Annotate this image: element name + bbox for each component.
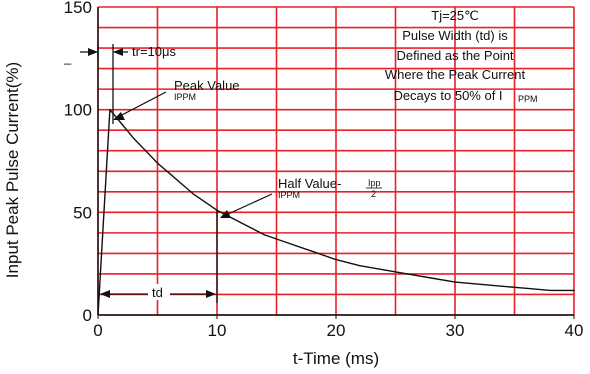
condition-line-4: Where the Peak Current: [385, 67, 526, 82]
half-frac-num: Ipp: [368, 178, 381, 188]
curve-point: [287, 242, 289, 244]
curve-point: [240, 222, 242, 224]
half-frac-den: 2: [371, 189, 376, 199]
half-arrow-head: [220, 210, 231, 218]
curve-point: [180, 182, 182, 185]
curve-layer: [97, 109, 575, 316]
half-arrow-line: [225, 193, 273, 216]
curve-point: [525, 287, 528, 289]
peak-label: Peak Value: [174, 78, 240, 93]
half-annotation: Half Value- IPPM Ipp 2: [220, 176, 382, 218]
axis-ticks: 0 10 20 30 40 0 50 100 150: [64, 0, 584, 340]
peak-annotation: Peak Value IPPM: [113, 78, 240, 120]
curve-point: [192, 193, 194, 195]
curve-point: [383, 269, 385, 271]
y-tick-label: 0: [83, 306, 92, 325]
peak-arrow-head: [113, 112, 125, 120]
td-annotation: td: [100, 210, 218, 303]
curve-point: [156, 162, 159, 164]
tr-dash: _: [63, 50, 72, 65]
peak-sub: IPPM: [174, 92, 196, 102]
td-label: td: [152, 285, 163, 300]
curve-point: [97, 314, 99, 316]
x-axis-label: t-Time (ms): [293, 349, 379, 368]
tr-arrow-head-left: [88, 48, 98, 56]
tr-label: tr=10μs: [132, 44, 176, 59]
condition-annotation: Tj=25℃ Pulse Width (td) is Defined as th…: [385, 8, 538, 104]
curve-point: [502, 285, 504, 287]
x-tick-label: 30: [446, 321, 465, 340]
curve-point: [573, 289, 575, 291]
curve-point: [145, 150, 147, 152]
curve-point: [335, 258, 337, 261]
y-tick-label: 50: [73, 203, 92, 222]
curve-point: [359, 265, 361, 267]
curve-point: [133, 137, 135, 140]
grid: [97, 6, 575, 316]
tr-annotation: tr=10μs _: [63, 44, 176, 124]
condition-line-2: Pulse Width (td) is: [402, 28, 508, 43]
condition-sub: PPM: [518, 94, 538, 104]
td-arrow-head-right: [206, 290, 216, 298]
x-tick-label: 0: [93, 321, 102, 340]
condition-line-5: Decays to 50% of I: [393, 88, 502, 103]
curve-point: [311, 250, 313, 252]
td-arrow-head-left: [100, 290, 110, 298]
tr-arrow-head-right: [113, 48, 123, 56]
x-tick-label: 20: [327, 321, 346, 340]
half-label: Half Value-: [278, 176, 341, 191]
peak-arrow-line: [117, 91, 167, 118]
td-label-bg: [148, 284, 170, 300]
curve-point: [264, 234, 266, 236]
y-tick-label: 150: [64, 0, 92, 17]
curve-point: [430, 277, 432, 279]
curve-point: [549, 289, 551, 291]
condition-line-3: Defined as the Point: [396, 48, 513, 63]
y-axis-label: Input Peak Pulse Current(%): [3, 62, 22, 278]
curve-point: [168, 172, 170, 174]
curve-point: [121, 123, 123, 125]
curve-point: [109, 109, 111, 111]
pulse-curve: [97, 109, 574, 316]
x-tick-label: 40: [565, 321, 584, 340]
curve-point: [478, 283, 480, 285]
curve-point: [454, 281, 456, 283]
curve-point: [204, 201, 206, 203]
half-sub: IPPM: [278, 190, 300, 200]
y-tick-label: 100: [64, 101, 92, 120]
condition-line-1: Tj=25℃: [431, 8, 478, 23]
x-tick-label: 10: [208, 321, 227, 340]
curve-point: [406, 273, 408, 275]
